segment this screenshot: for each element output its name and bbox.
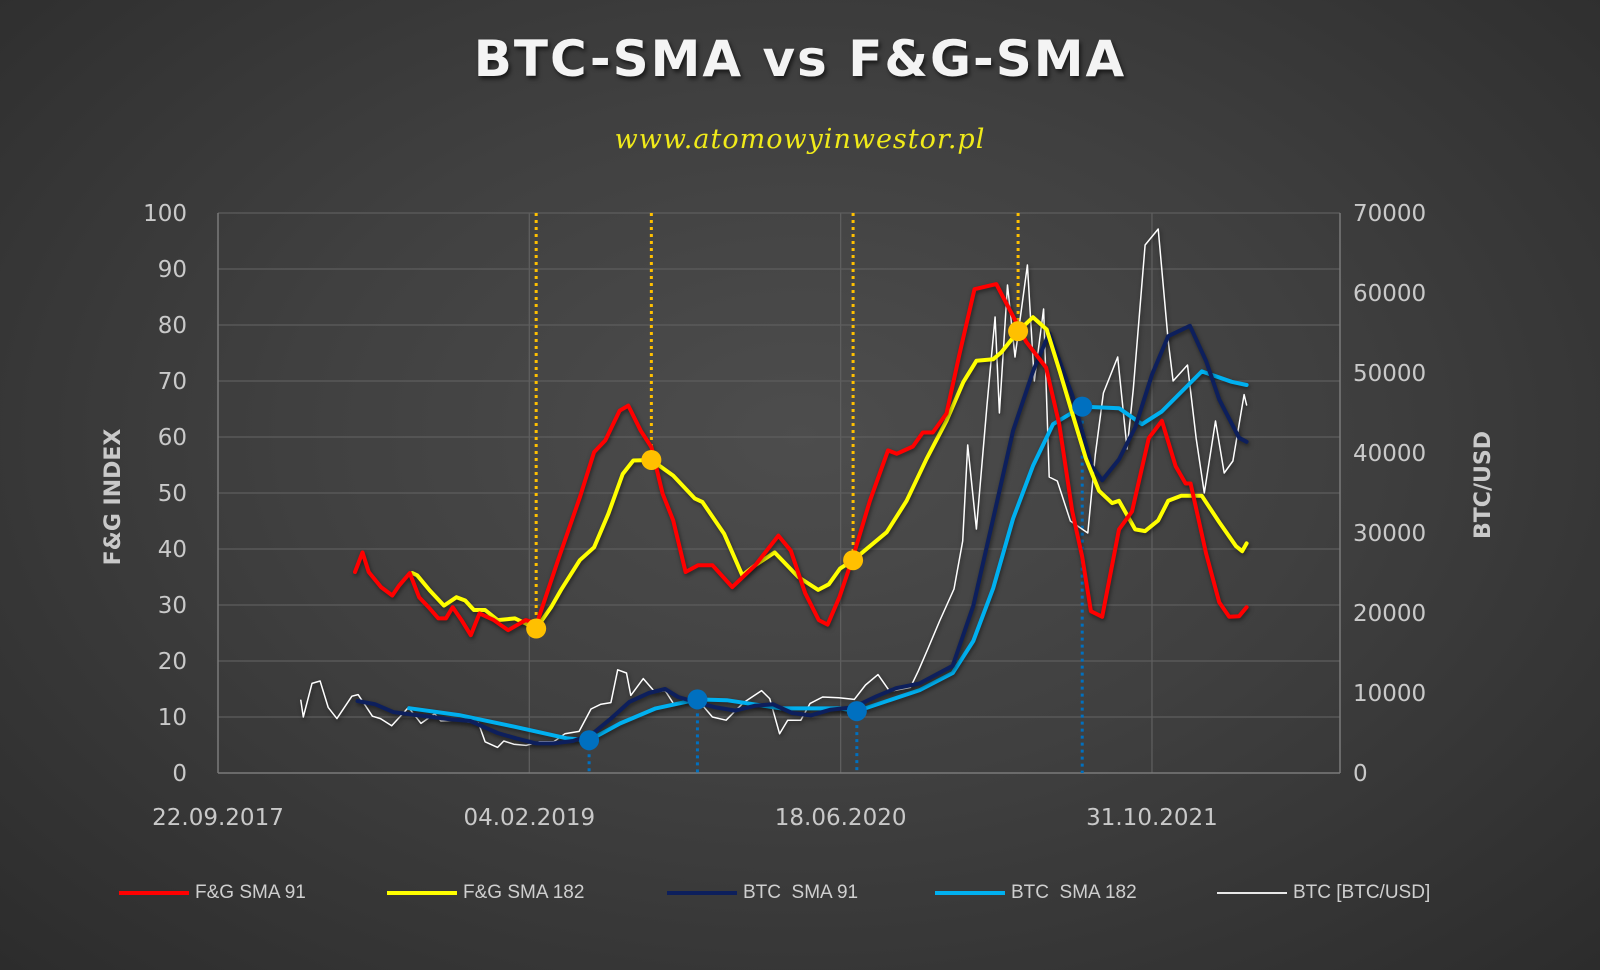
x-tick-label: 18.06.2020 (775, 805, 907, 831)
y-left-tick-label: 100 (143, 201, 187, 227)
y-axis-left-title: F&G INDEX (101, 429, 126, 566)
y-right-tick-label: 30000 (1353, 521, 1426, 547)
tick-labels: 0 10 20 30 40 50 60 70 80 90 100 0 10000 20000 30000 40… (143, 201, 1426, 831)
x-tick-label: 04.02.2019 (463, 805, 595, 831)
series-line-f-g-sma-91 (353, 282, 1249, 638)
crossover-marker (526, 618, 547, 639)
marker-guides (534, 213, 1084, 773)
y-axis-right-title: BTC/USD (1471, 431, 1496, 539)
legend-label: F&G SMA 182 (463, 882, 585, 903)
legend-swatch (667, 891, 737, 895)
legend-item-btc-price: BTC [BTC/USD] (1217, 878, 1430, 908)
y-left-tick-label: 30 (158, 593, 187, 619)
legend: F&G SMA 91 F&G SMA 182 BTC SMA 91 BTC SM… (0, 878, 1600, 908)
legend-item-btc-sma-91: BTC SMA 91 (667, 878, 858, 908)
y-right-tick-label: 60000 (1353, 281, 1426, 307)
y-left-tick-label: 90 (158, 257, 187, 283)
legend-label: BTC SMA 182 (1011, 882, 1137, 903)
legend-item-fg-sma-182: F&G SMA 182 (387, 878, 584, 908)
y-right-tick-label: 70000 (1353, 201, 1426, 227)
crossover-marker (687, 689, 708, 710)
legend-label: BTC SMA 91 (743, 882, 859, 903)
y-left-tick-label: 40 (158, 537, 187, 563)
crossover-marker (846, 701, 867, 722)
chart-subtitle-website: www.atomowyinwestor.pl (614, 124, 986, 155)
legend-swatch (935, 891, 1005, 895)
legend-swatch (119, 891, 189, 895)
gridlines (217, 212, 1341, 774)
y-left-tick-label: 10 (158, 705, 187, 731)
crossover-marker (641, 449, 662, 470)
legend-swatch (1217, 892, 1287, 894)
legend-label: BTC [BTC/USD] (1293, 882, 1431, 903)
crossover-marker (1072, 396, 1093, 417)
y-right-tick-label: 50000 (1353, 361, 1426, 387)
y-left-tick-label: 60 (158, 425, 187, 451)
chart-title: BTC-SMA vs F&G-SMA (473, 30, 1127, 88)
markers (526, 321, 1093, 751)
crossover-marker (843, 550, 864, 571)
series-line-btc-sma-91 (355, 323, 1249, 746)
legend-item-fg-sma-91: F&G SMA 91 (119, 878, 306, 908)
crossover-marker (1008, 321, 1029, 342)
x-tick-label: 22.09.2017 (152, 805, 284, 831)
x-tick-label: 31.10.2021 (1086, 805, 1218, 831)
crossover-marker (579, 730, 600, 751)
y-left-tick-label: 80 (158, 313, 187, 339)
legend-swatch (387, 891, 457, 895)
y-right-tick-label: 10000 (1353, 681, 1426, 707)
y-left-tick-label: 20 (158, 649, 187, 675)
series-line-btc-sma-182 (407, 369, 1249, 743)
y-right-tick-label: 40000 (1353, 441, 1426, 467)
y-right-tick-label: 20000 (1353, 601, 1426, 627)
y-left-tick-label: 50 (158, 481, 187, 507)
y-left-tick-label: 70 (158, 369, 187, 395)
legend-label: F&G SMA 91 (195, 882, 306, 903)
y-right-tick-label: 0 (1353, 761, 1368, 787)
series-line-btc-btc-usd (300, 228, 1248, 749)
legend-item-btc-sma-182: BTC SMA 182 (935, 878, 1137, 908)
y-left-tick-label: 0 (172, 761, 187, 787)
series-lines (300, 228, 1249, 749)
